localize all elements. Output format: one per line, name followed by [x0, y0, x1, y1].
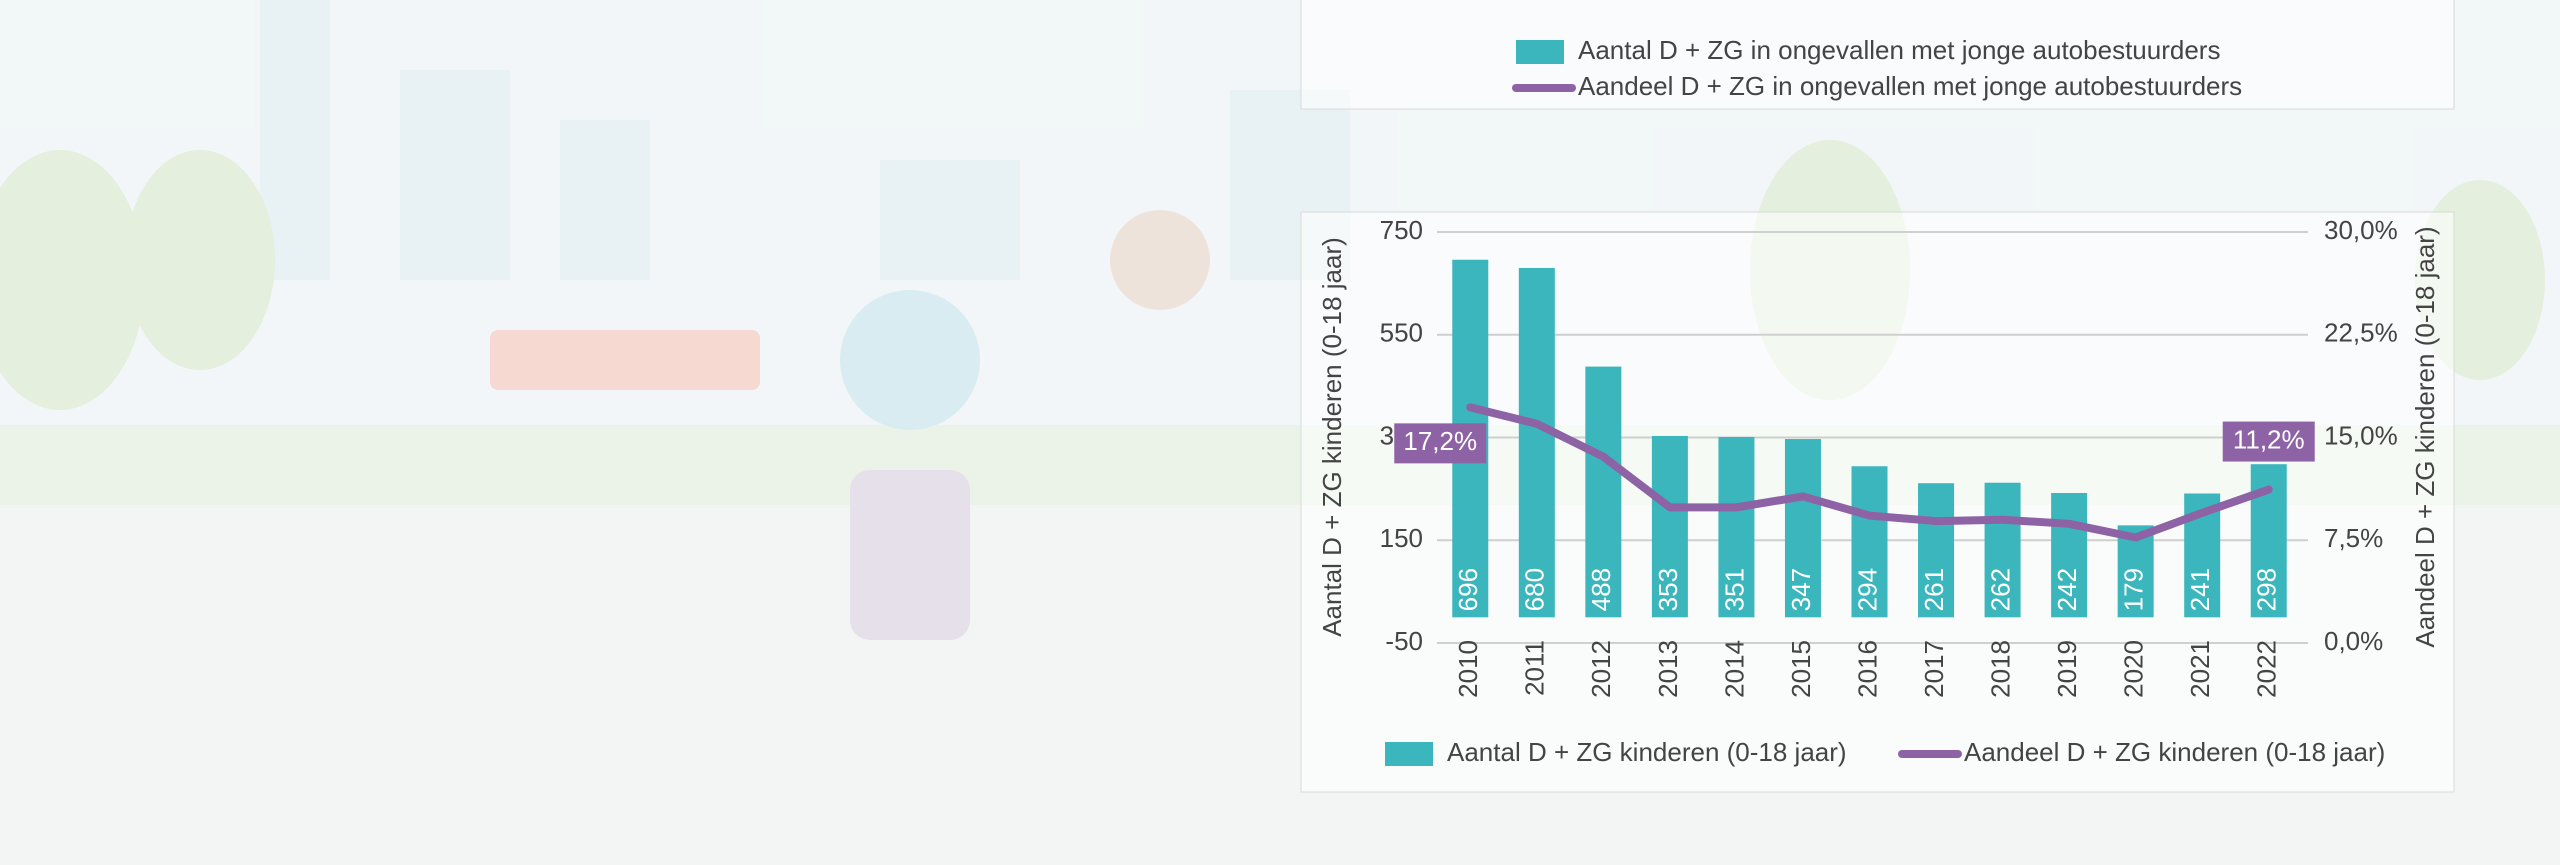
bar-value-label: 242 — [2052, 568, 2082, 611]
building — [400, 70, 510, 280]
y2-axis-title: Aandeel D + ZG kinderen (0-18 jaar) — [2410, 226, 2440, 647]
x-tick-label: 2018 — [1985, 640, 2015, 698]
legend-swatch — [1516, 40, 1564, 64]
person — [1110, 210, 1210, 310]
data-label: 17,2% — [1403, 426, 1477, 456]
bar-value-label: 347 — [1786, 568, 1816, 611]
y-tick-label: -50 — [1385, 626, 1423, 656]
bar-value-label: 241 — [2185, 568, 2215, 611]
child — [850, 470, 970, 640]
y2-tick-label: 22,5% — [2324, 318, 2398, 348]
building — [560, 120, 650, 280]
x-tick-label: 2017 — [1919, 640, 1949, 698]
bar-value-label: 294 — [1852, 568, 1882, 611]
y2-tick-label: 7,5% — [2324, 523, 2383, 553]
bar-value-label: 353 — [1653, 568, 1683, 611]
x-tick-label: 2016 — [1852, 640, 1882, 698]
x-tick-label: 2015 — [1786, 640, 1816, 698]
bar-value-label: 262 — [1985, 568, 2015, 611]
x-tick-label: 2014 — [1719, 640, 1749, 698]
building — [880, 160, 1020, 280]
legend-label: Aandeel D + ZG in ongevallen met jonge a… — [1578, 71, 2242, 101]
bar-value-label: 696 — [1453, 568, 1483, 611]
x-tick-label: 2022 — [2252, 640, 2282, 698]
legend-swatch — [1385, 742, 1433, 766]
x-tick-label: 2010 — [1453, 640, 1483, 698]
bar-value-label: 179 — [2119, 568, 2149, 611]
legend-label: Aantal D + ZG kinderen (0-18 jaar) — [1447, 737, 1847, 767]
helmet — [840, 290, 980, 430]
y2-tick-label: 30,0% — [2324, 215, 2398, 245]
data-label: 11,2% — [2233, 424, 2305, 454]
page: {"chart_data": [ {"type": "legend-only",… — [0, 0, 2560, 865]
y-axis-title: Aantal D + ZG kinderen (0-18 jaar) — [1317, 237, 1347, 637]
bar-value-label: 680 — [1520, 568, 1550, 611]
y-tick-label: 550 — [1380, 318, 1423, 348]
x-tick-label: 2021 — [2185, 640, 2215, 698]
legend-label: Aandeel D + ZG kinderen (0-18 jaar) — [1964, 737, 2385, 767]
y2-tick-label: 15,0% — [2324, 420, 2398, 450]
bar-value-label: 488 — [1586, 568, 1616, 611]
bar-value-label: 261 — [1919, 568, 1949, 611]
bar-value-label: 298 — [2252, 568, 2282, 611]
bar — [1519, 268, 1555, 617]
screen: Aantal D + ZG in ongevallen met jonge au… — [0, 0, 2560, 865]
y-tick-label: 150 — [1380, 523, 1423, 553]
x-tick-label: 2011 — [1520, 640, 1550, 696]
bar-value-label: 351 — [1719, 568, 1749, 611]
bench — [490, 330, 760, 390]
x-tick-label: 2019 — [2052, 640, 2082, 698]
tree — [125, 150, 275, 370]
y2-tick-label: 0,0% — [2324, 626, 2383, 656]
x-tick-label: 2012 — [1586, 640, 1616, 698]
y-tick-label: 750 — [1380, 215, 1423, 245]
x-tick-label: 2020 — [2119, 640, 2149, 698]
x-tick-label: 2013 — [1653, 640, 1683, 698]
legend-label: Aantal D + ZG in ongevallen met jonge au… — [1578, 35, 2220, 65]
